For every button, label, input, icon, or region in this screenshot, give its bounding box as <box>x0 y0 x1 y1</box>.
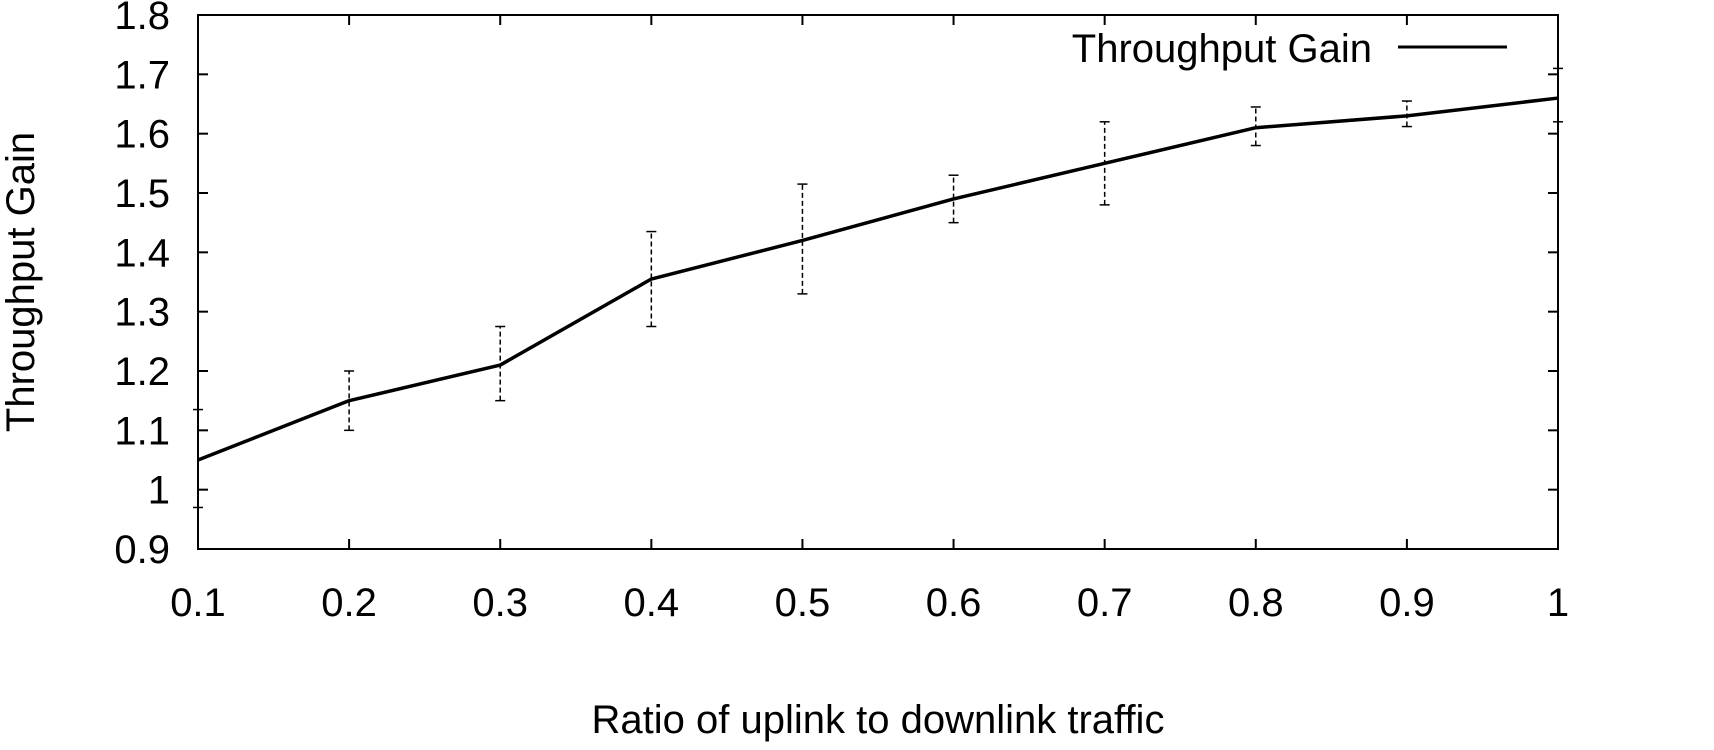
error-bar <box>1401 100 1412 128</box>
x-tick-label: 0.8 <box>1228 581 1284 625</box>
x-tick-label: 0.6 <box>926 581 982 625</box>
y-tick-label: 1 <box>148 469 170 513</box>
error-bar <box>646 230 657 328</box>
legend-label: Throughput Gain <box>1072 27 1372 71</box>
x-tick-label: 0.7 <box>1077 581 1133 625</box>
error-bars <box>193 67 1563 509</box>
error-bar <box>948 174 959 224</box>
y-tick-label: 1.7 <box>114 53 170 97</box>
y-tick-label: 1.3 <box>114 291 170 335</box>
x-axis-ticks: 0.1 0.2 0.3 0.4 0.5 0.6 0.7 0.8 0.9 1 <box>170 15 1569 625</box>
x-tick-label: 0.4 <box>624 581 680 625</box>
y-tick-label: 0.9 <box>114 528 170 572</box>
x-tick-label: 1 <box>1547 581 1569 625</box>
y-tick-label: 1.2 <box>114 350 170 394</box>
x-tick-label: 0.1 <box>170 581 226 625</box>
y-tick-label: 1.5 <box>114 172 170 216</box>
y-tick-label: 1.1 <box>114 409 170 453</box>
x-tick-label: 0.9 <box>1379 581 1435 625</box>
series-lines <box>197 96 1559 462</box>
x-axis-label: Ratio of uplink to downlink traffic <box>592 698 1165 742</box>
x-tick-label: 0.5 <box>775 581 831 625</box>
y-axis-label: Throughput Gain <box>0 132 43 432</box>
y-tick-label: 1.4 <box>114 231 170 275</box>
y-tick-label: 1.8 <box>114 0 170 38</box>
plot-border <box>197 14 1559 550</box>
x-tick-label: 0.2 <box>321 581 377 625</box>
y-tick-label: 1.6 <box>114 113 170 157</box>
series-line <box>197 96 1559 462</box>
plot-frame <box>197 14 1559 550</box>
error-bar <box>1553 67 1563 123</box>
error-bar <box>495 325 506 402</box>
y-axis-ticks: 0.9 1 1.1 1.2 1.3 1.4 1.5 1.6 1.7 1.8 <box>114 0 1558 572</box>
x-tick-label: 0.3 <box>472 581 528 625</box>
legend: Throughput Gain <box>1072 27 1507 71</box>
error-bar <box>797 183 808 295</box>
error-bar <box>344 370 355 432</box>
